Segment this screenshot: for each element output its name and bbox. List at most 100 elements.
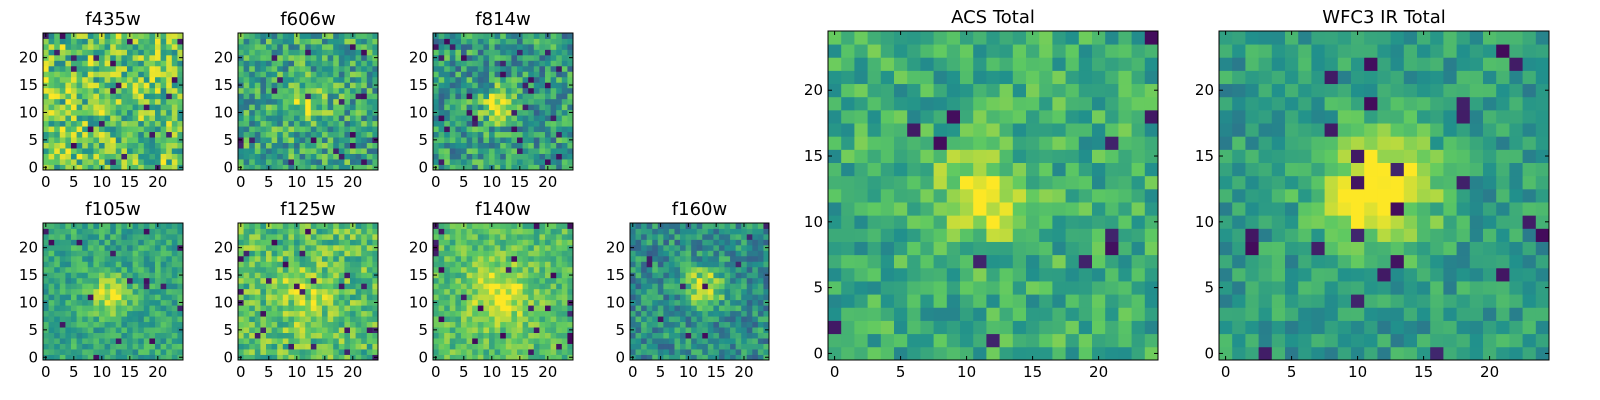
- heatmap-cell: [505, 76, 512, 83]
- heatmap-cell: [288, 244, 295, 251]
- heatmap-cell: [132, 142, 139, 149]
- heatmap-cell: [121, 310, 128, 317]
- heatmap-cell: [65, 338, 72, 344]
- heatmap-cell: [528, 120, 535, 127]
- heatmap-cell: [641, 310, 648, 317]
- heatmap-cell: [243, 87, 250, 94]
- heatmap-cell: [355, 272, 362, 279]
- heatmap-cell: [646, 321, 653, 328]
- heatmap-cell: [466, 305, 473, 312]
- heatmap-cell: [254, 126, 261, 133]
- heatmap-cell: [517, 131, 523, 138]
- heatmap-cell: [444, 277, 451, 284]
- heatmap-cell: [1105, 281, 1119, 295]
- heatmap-cell: [166, 250, 173, 257]
- heatmap-cell: [305, 104, 312, 111]
- heatmap-cell: [355, 38, 362, 45]
- heatmap-cell: [438, 316, 445, 323]
- heatmap-cell: [316, 338, 323, 344]
- heatmap-cell: [561, 137, 568, 143]
- heatmap-cell: [500, 299, 507, 306]
- heatmap-cell: [266, 82, 272, 89]
- heatmap-cell: [294, 261, 300, 268]
- heatmap-cell: [444, 104, 451, 111]
- heatmap-cell: [177, 43, 184, 50]
- heatmap-cell: [477, 49, 484, 56]
- heatmap-cell: [350, 338, 356, 344]
- heatmap-cell: [299, 98, 306, 105]
- heatmap-cell: [361, 148, 368, 154]
- heatmap-cell: [449, 153, 456, 160]
- heatmap-cell: [500, 137, 507, 143]
- heatmap-cell: [657, 261, 664, 268]
- heatmap-cell: [907, 254, 921, 269]
- heatmap-cell: [171, 131, 178, 138]
- heatmap-cell: [763, 261, 770, 268]
- heatmap-cell: [143, 316, 150, 323]
- heatmap-cell: [171, 255, 178, 262]
- heatmap-cell: [271, 131, 278, 138]
- heatmap-cell: [110, 294, 117, 301]
- heatmap-cell: [249, 43, 256, 50]
- heatmap-cell: [735, 244, 742, 251]
- heatmap-cell: [76, 131, 83, 138]
- heatmap-cell: [517, 153, 523, 160]
- heatmap-cell: [500, 109, 507, 116]
- heatmap-cell: [138, 305, 145, 312]
- heatmap-cell: [322, 349, 328, 355]
- heatmap-cell: [132, 54, 139, 61]
- heatmap-cell: [763, 250, 770, 257]
- heatmap-cell: [724, 255, 731, 262]
- heatmap-cell: [271, 164, 278, 171]
- heatmap-cell: [691, 332, 698, 339]
- heatmap-cell: [539, 76, 546, 83]
- heatmap-cell: [702, 239, 709, 246]
- heatmap-cell: [372, 277, 379, 284]
- heatmap-cell: [177, 60, 184, 67]
- heatmap-cell: [663, 294, 670, 301]
- heatmap-cell: [556, 49, 563, 56]
- heatmap-cell: [489, 294, 495, 301]
- heatmap-cell: [946, 202, 961, 216]
- heatmap-cell: [433, 349, 439, 355]
- heatmap-cell: [249, 266, 256, 273]
- y-tick-label: 5: [418, 131, 428, 149]
- heatmap-cell: [155, 109, 161, 116]
- heatmap-cell: [282, 65, 289, 72]
- heatmap-cell: [674, 244, 681, 251]
- heatmap-cell: [680, 223, 686, 229]
- heatmap-cell: [127, 349, 133, 355]
- heatmap-cell: [333, 299, 340, 306]
- heatmap-cell: [115, 261, 122, 268]
- heatmap-cell: [48, 266, 55, 273]
- heatmap-cell: [366, 126, 373, 133]
- heatmap-cell: [550, 82, 557, 89]
- heatmap-cell: [561, 60, 568, 67]
- heatmap-cell: [288, 288, 295, 295]
- heatmap-cell: [177, 239, 184, 246]
- heatmap-cell: [500, 71, 507, 78]
- heatmap-cell: [702, 321, 709, 328]
- x-tick-label: 5: [69, 363, 79, 381]
- heatmap-cell: [483, 266, 490, 273]
- heatmap-cell: [65, 71, 72, 78]
- heatmap-cell: [685, 277, 692, 284]
- heatmap-cell: [556, 109, 563, 116]
- heatmap-cell: [641, 332, 648, 339]
- heatmap-cell: [350, 250, 356, 257]
- heatmap-cell: [641, 305, 648, 312]
- heatmap-cell: [366, 76, 373, 83]
- heatmap-cell: [344, 223, 351, 229]
- heatmap-cell: [48, 354, 55, 361]
- heatmap-cell: [561, 126, 568, 133]
- heatmap-cell: [746, 283, 753, 290]
- heatmap-cell: [550, 148, 557, 154]
- heatmap-cell: [657, 343, 664, 350]
- heatmap-cell: [99, 137, 105, 143]
- heatmap-cell: [115, 104, 122, 111]
- heatmap-cell: [366, 327, 373, 333]
- heatmap-cell: [735, 327, 742, 333]
- heatmap-cell: [449, 82, 456, 89]
- heatmap-cell: [99, 76, 105, 83]
- heatmap-cell: [271, 104, 278, 111]
